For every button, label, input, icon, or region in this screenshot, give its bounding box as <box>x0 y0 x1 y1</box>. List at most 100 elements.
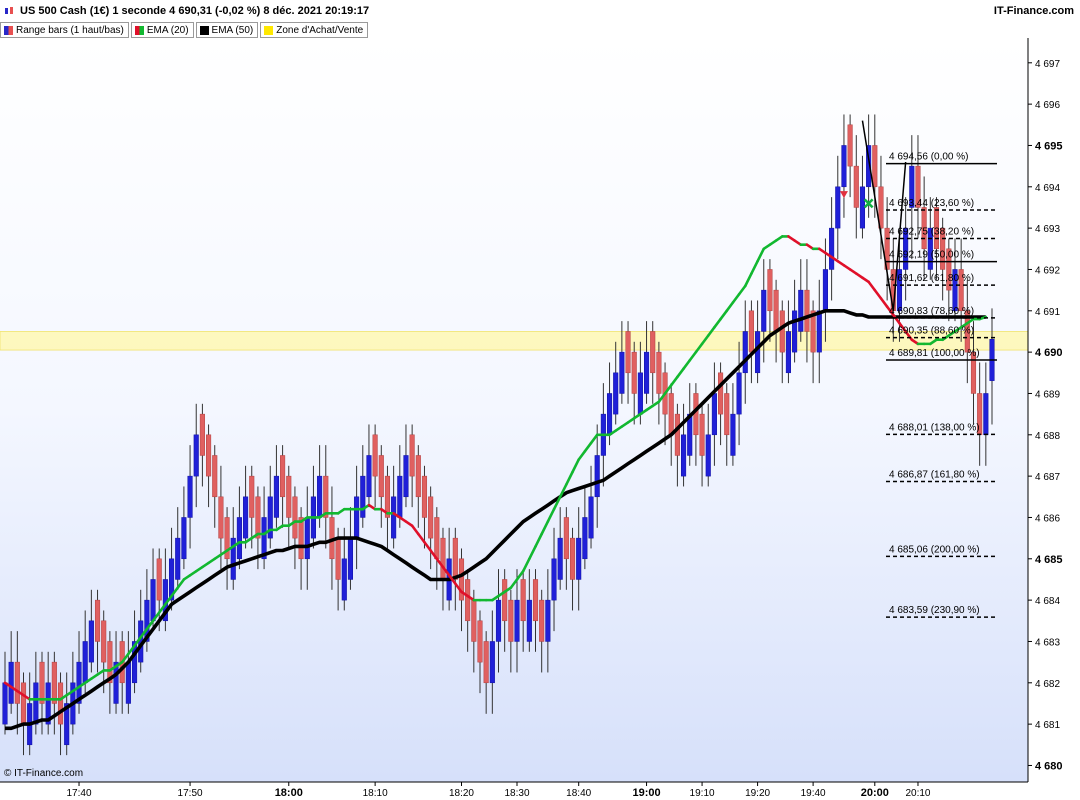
candle-body <box>94 599 101 642</box>
candle-body <box>20 682 27 725</box>
candle-body <box>539 599 545 642</box>
price-axis[interactable] <box>1028 22 1080 800</box>
ema20-segment <box>410 524 420 536</box>
time-tick-label: 20:00 <box>861 787 889 799</box>
candle-body <box>483 641 489 684</box>
candle-body <box>298 517 304 560</box>
candle-body <box>915 165 921 208</box>
range-bars-swatch-icon <box>4 25 13 35</box>
fib-level-label: 4 685,06 (200,00 %) <box>889 544 980 555</box>
candle-body <box>181 517 187 560</box>
legend-item-range-bars[interactable]: Range bars (1 haut/bas) <box>0 22 129 38</box>
swing-line <box>861 120 907 311</box>
price-tick-label: 4 690 <box>1035 347 1063 359</box>
ema20-segment <box>521 557 531 573</box>
ema20-segment <box>423 540 432 552</box>
candle-body <box>440 537 446 580</box>
candle-body <box>341 558 347 601</box>
ema20-segment <box>657 392 667 404</box>
ema20-segment <box>528 545 537 561</box>
candle-body <box>372 434 378 477</box>
candle-body <box>397 475 403 518</box>
legend-item-zone[interactable]: Zone d'Achat/Vente <box>260 22 369 38</box>
time-tick-label: 19:00 <box>632 787 660 799</box>
candle-body <box>144 599 150 642</box>
ema20-segment <box>176 578 186 590</box>
candle-body <box>761 289 767 332</box>
candle-body <box>280 455 286 498</box>
candle-body <box>39 661 45 704</box>
time-tick-label: 19:20 <box>745 788 770 799</box>
ema20-segment <box>706 326 716 337</box>
sell-signal-icon <box>839 191 848 199</box>
candle-body <box>8 661 14 704</box>
candle-body <box>378 455 384 498</box>
buy-sell-zone <box>0 331 1029 351</box>
legend-item-ema20[interactable]: EMA (20) <box>130 22 194 38</box>
candle-body <box>847 124 853 167</box>
ema20-segment <box>540 520 550 536</box>
candle-body <box>829 227 835 270</box>
candle-body <box>835 186 841 229</box>
ema20-segment <box>534 532 543 548</box>
chart-title: US 500 Cash (1€) 1 seconde 4 690,31 (-0,… <box>20 5 370 17</box>
indicator-legend: Range bars (1 haut/bas) EMA (20) EMA (50… <box>0 22 369 38</box>
ema20-segment <box>515 569 525 581</box>
candle-body <box>582 517 588 560</box>
fib-level-label: 4 683,59 (230,90 %) <box>889 605 980 616</box>
time-tick-label: 18:40 <box>566 788 591 799</box>
candle-body <box>631 351 637 394</box>
candle-body <box>773 289 779 332</box>
candle-body <box>767 269 773 312</box>
candle-body <box>366 455 372 498</box>
time-axis[interactable] <box>0 782 1028 800</box>
candle-body <box>51 661 57 704</box>
candle-body <box>323 475 329 518</box>
candle-body <box>958 269 964 312</box>
candle-body <box>625 331 631 374</box>
candle-body <box>243 496 249 539</box>
candle-body <box>940 227 946 270</box>
candle-body <box>230 537 236 580</box>
candle-body <box>64 703 70 746</box>
ema20-segment <box>867 280 877 292</box>
candle-body <box>434 517 440 560</box>
candle-body <box>637 372 643 415</box>
candle-body <box>810 310 816 353</box>
fib-level-label: 4 692,75 (38,20 %) <box>889 226 974 237</box>
ema20-segment <box>157 602 167 614</box>
candle-body <box>748 310 754 353</box>
candle-body <box>514 599 520 642</box>
ema20-segment <box>145 619 155 631</box>
candle-body <box>866 145 872 188</box>
ema20-segment <box>509 578 519 590</box>
ema20-segment <box>719 309 729 321</box>
ema20-segment <box>676 367 685 379</box>
price-tick-label: 4 696 <box>1035 100 1060 111</box>
time-tick-label: 19:10 <box>690 788 715 799</box>
candle-body <box>415 455 421 498</box>
candle-body <box>206 434 212 477</box>
candle-body <box>384 475 391 518</box>
candle-body <box>150 579 156 622</box>
ema20-segment <box>589 433 599 445</box>
candle-body <box>212 455 218 498</box>
price-tick-label: 4 680 <box>1035 760 1063 772</box>
ema20-segment <box>164 594 173 606</box>
ema20-segment <box>694 342 704 354</box>
ema20-segment <box>688 350 698 362</box>
price-tick-label: 4 697 <box>1035 59 1060 70</box>
time-tick-label: 17:50 <box>178 788 203 799</box>
ema20-segment <box>552 495 562 511</box>
legend-item-ema50[interactable]: EMA (50) <box>195 22 259 38</box>
price-tick-label: 4 694 <box>1035 183 1060 194</box>
ema20-segment <box>454 582 463 594</box>
zone-swatch-icon <box>264 25 274 35</box>
fib-level-label: 4 693,44 (23,60 %) <box>889 198 974 209</box>
candle-body <box>471 599 477 642</box>
candle-body <box>909 165 915 208</box>
candle-body <box>304 517 310 560</box>
candle-body <box>261 517 267 560</box>
ema20-segment <box>429 549 439 561</box>
